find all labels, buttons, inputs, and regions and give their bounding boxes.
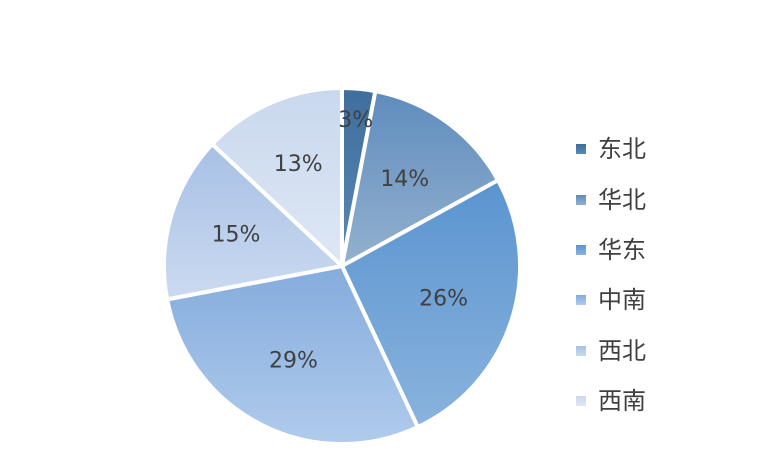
pie-data-labels: 3% 14% 26% 29% 15% 13% (212, 108, 468, 373)
legend-label: 西南 (598, 387, 646, 416)
legend: 东北华北华东中南西北西南 (576, 124, 696, 426)
data-label-3: 26% (419, 287, 468, 312)
pie-slice-5 (162, 142, 344, 302)
data-label-1: 3% (338, 108, 373, 133)
pie-slice-6 (210, 86, 344, 268)
legend-item: 东北 (576, 124, 696, 174)
legend-item: 华北 (576, 174, 696, 224)
legend-swatch (576, 295, 586, 306)
legend-item: 华东 (576, 225, 696, 275)
pie-slices (162, 86, 522, 446)
pie-slice-2 (340, 89, 500, 268)
legend-swatch (576, 144, 586, 155)
legend-item: 中南 (576, 275, 696, 325)
data-label-2: 14% (380, 167, 429, 192)
legend-item: 西南 (576, 376, 696, 426)
legend-label: 东北 (598, 135, 646, 164)
data-label-6: 13% (274, 152, 323, 177)
pie-slice-3 (340, 178, 522, 430)
data-label-5: 15% (212, 223, 261, 248)
legend-label: 华东 (598, 235, 646, 264)
legend-item: 西北 (576, 326, 696, 376)
legend-swatch (576, 194, 586, 205)
legend-swatch (576, 396, 586, 407)
legend-swatch (576, 345, 586, 356)
legend-label: 中南 (598, 286, 646, 315)
pie-slice-4 (165, 264, 420, 446)
legend-label: 西北 (598, 336, 646, 365)
legend-label: 华北 (598, 185, 646, 214)
legend-swatch (576, 244, 586, 255)
data-label-4: 29% (269, 349, 318, 374)
